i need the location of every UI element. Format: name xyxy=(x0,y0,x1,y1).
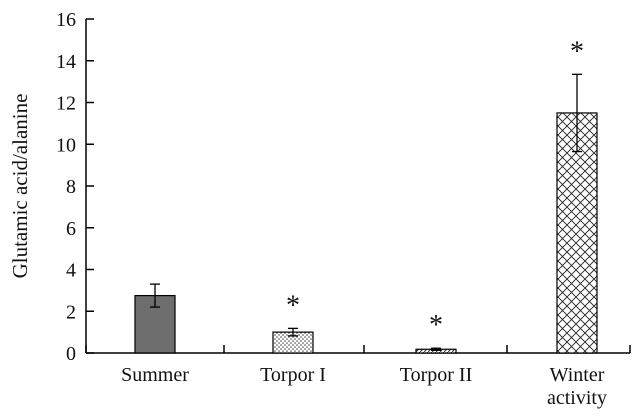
y-tick-label: 6 xyxy=(66,218,76,240)
bar xyxy=(134,294,176,354)
y-tick-label: 12 xyxy=(56,93,76,115)
bars xyxy=(134,112,598,354)
y-tick-label: 8 xyxy=(66,176,76,198)
significance-star: * xyxy=(429,310,443,341)
y-tick-label: 4 xyxy=(66,260,76,282)
significance-star: * xyxy=(570,36,584,67)
error-bars xyxy=(150,73,582,351)
y-tick-label: 0 xyxy=(66,343,76,365)
category-label: Winter activity xyxy=(547,364,607,409)
y-tick-label: 10 xyxy=(56,134,76,156)
y-tick-label: 2 xyxy=(66,301,76,323)
category-label: Torpor II xyxy=(400,364,472,386)
y-axis: 0 2 4 6 8 10 12 14 16 xyxy=(56,9,94,365)
y-tick-label: 16 xyxy=(56,9,76,31)
category-label: Torpor I xyxy=(260,364,326,386)
category-label: Summer xyxy=(121,364,189,386)
category-labels: Summer Torpor I Torpor II Winter activity xyxy=(121,364,607,409)
x-axis xyxy=(85,345,631,354)
y-axis-title: Glutamic acid/alanine xyxy=(8,94,32,279)
y-tick-label: 14 xyxy=(56,51,76,73)
significance-star: * xyxy=(286,290,300,321)
significance-marks: * * * xyxy=(286,36,584,341)
